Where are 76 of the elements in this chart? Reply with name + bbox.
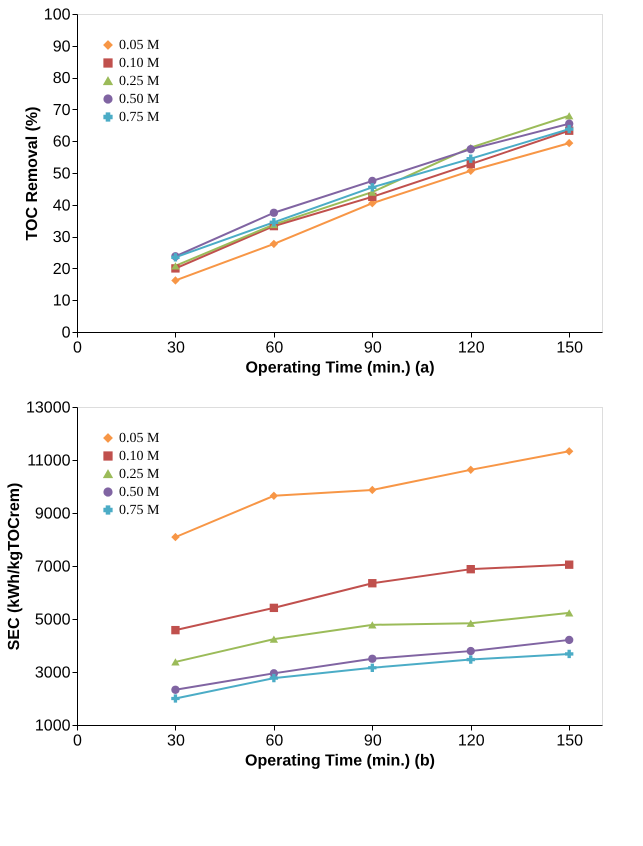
y-tick-label: 20 [52,260,71,278]
point [368,486,376,494]
x-tick-label: 30 [167,340,185,356]
y-tick-label: 7000 [34,558,71,576]
point [368,664,376,672]
legend-label: 0.50 M [119,92,160,107]
x-axis-title: Operating Time (min.) (a) [245,360,435,376]
point [565,636,574,644]
x-tick-label: 90 [364,732,382,750]
x-tick-label: 150 [556,340,584,356]
point [270,218,278,226]
y-tick-label: 50 [52,166,71,182]
point [466,466,475,474]
x-tick-label: 0 [73,340,82,356]
point [466,655,475,664]
point [466,564,475,574]
y-tick-label: 10 [52,292,71,310]
point [270,208,278,217]
point [565,650,574,658]
legend-label: 0.10 M [119,56,160,71]
y-tick-label: 30 [52,229,71,246]
y-axis-title: TOC Removal (%) [24,106,41,240]
point [270,240,278,248]
point [368,579,376,588]
legend-label: 0.75 M [119,110,160,125]
y-tick-label: 11000 [27,452,71,470]
point [270,492,278,500]
x-tick-label: 0 [73,732,82,750]
point [368,654,376,663]
legend-label: 0.25 M [119,467,160,482]
x-tick-label: 120 [458,732,485,750]
legend-label: 0.05 M [119,431,160,446]
legend-label: 0.25 M [119,74,160,89]
y-axis-title: SEC (kWh/kgTOCrem) [6,482,24,650]
point [171,658,180,666]
point [368,183,376,192]
y-tick-label: 70 [52,102,71,119]
legend-label: 0.50 M [119,485,160,500]
point [466,646,475,656]
y-tick-label: 60 [52,134,71,151]
point [171,532,180,542]
point [466,154,475,163]
legend-label: 0.10 M [119,449,160,464]
point [565,560,574,569]
point [565,447,574,456]
point [565,609,574,617]
y-tick-label: 40 [52,197,71,214]
y-tick-label: 5000 [34,612,71,628]
y-tick-label: 80 [52,70,71,88]
y-tick-label: 0 [62,324,71,342]
y-tick-label: 13000 [26,400,71,416]
y-tick-label: 3000 [34,664,71,682]
legend-label: 0.05 M [119,38,160,53]
y-tick-label: 9000 [34,506,71,522]
point [466,620,475,627]
x-tick-label: 90 [364,340,382,356]
x-tick-label: 120 [458,340,485,356]
x-tick-label: 60 [265,340,284,356]
point [270,604,278,612]
point [171,276,180,285]
point [171,626,180,634]
y-tick-label: 100 [44,6,71,24]
point [270,636,278,643]
x-tick-label: 30 [167,732,185,750]
y-tick-label: 1000 [34,718,71,734]
y-tick-label: 90 [52,38,71,56]
point [368,621,376,628]
x-tick-label: 60 [265,732,284,750]
point [565,112,574,120]
x-tick-label: 150 [556,732,584,750]
x-axis-title: Operating Time (min.) (b) [245,752,435,770]
point [171,262,180,270]
point [171,686,180,694]
point [270,674,278,682]
point [565,138,574,148]
legend-label: 0.75 M [119,503,160,518]
